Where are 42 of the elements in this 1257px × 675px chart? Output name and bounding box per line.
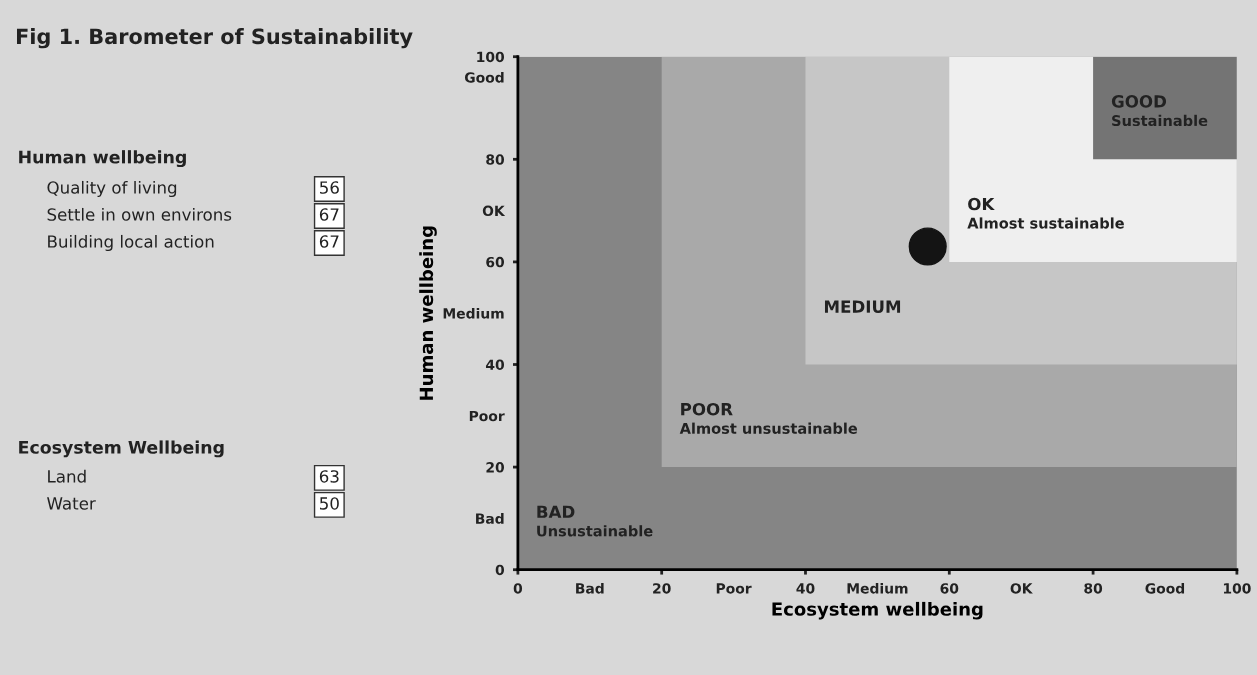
text: Settle in own environs	[47, 207, 232, 221]
x-tick-label: Poor	[716, 583, 752, 594]
y-tick-label: 20	[486, 462, 505, 473]
text: Fig 1. Barometer of Sustainability	[17, 28, 413, 49]
y-tick-label: Bad	[476, 513, 504, 524]
text: Quality of living	[47, 180, 177, 198]
y-tick-label: 60	[486, 256, 505, 268]
band-label: BAD Unsustainable	[537, 505, 653, 537]
y-tick-label: OK	[482, 205, 506, 217]
text: 56	[320, 181, 339, 194]
x-tick-label: 60	[940, 583, 959, 594]
x-tick-label: Bad	[576, 582, 604, 594]
text: 67	[319, 235, 339, 248]
text: Human wellbeing	[19, 150, 186, 168]
x-tick-label: 40	[796, 583, 815, 594]
x-tick-label: 80	[1084, 583, 1103, 594]
text: Water	[47, 497, 96, 510]
x-tick-label: Medium	[847, 582, 908, 594]
text: Ecosystem Wellbeing	[19, 440, 224, 458]
text: Building local action	[48, 234, 214, 252]
y-tick-label: 80	[486, 154, 505, 165]
band-label: OK Almost sustainable	[967, 197, 1124, 229]
x-tick-label: 0	[513, 583, 523, 594]
x-tick-label: OK	[1010, 583, 1033, 594]
y-axis-title: Human wellbeing	[419, 226, 437, 400]
band-label: MEDIUM	[824, 300, 901, 313]
x-tick-label: 100	[1223, 583, 1251, 594]
x-tick-label: Good	[1145, 582, 1185, 594]
text: 50	[320, 497, 339, 510]
y-tick-label: 40	[485, 359, 505, 370]
text: 67	[319, 208, 339, 221]
text: Land	[48, 469, 86, 483]
y-tick-label: 0	[495, 564, 505, 576]
band-label: POOR Almost unsustainable	[679, 402, 858, 434]
y-tick-label: Medium	[443, 307, 504, 319]
x-axis-title: Ecosystem wellbeing	[772, 601, 983, 620]
y-tick-label: 100	[477, 51, 505, 63]
x-tick-label: 20	[653, 583, 671, 594]
text: 63	[319, 470, 339, 483]
y-tick-label: Poor	[469, 410, 505, 422]
band-label: GOOD Sustainable	[1111, 95, 1208, 127]
y-tick-label: Good	[464, 71, 504, 83]
